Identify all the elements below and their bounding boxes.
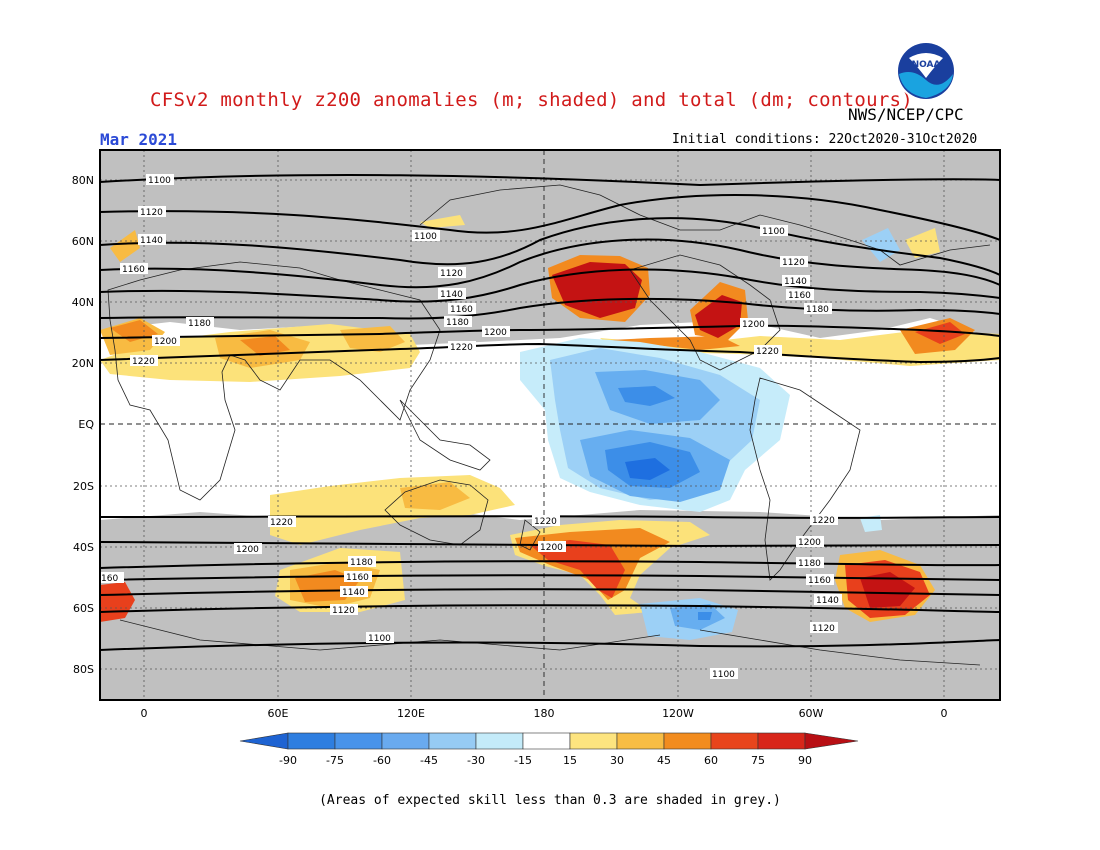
forecast-month: Mar 2021: [100, 130, 178, 149]
contour-label: 1140: [816, 596, 839, 606]
contour-label: 1140: [140, 236, 163, 246]
colorbar-label: 15: [563, 754, 577, 767]
contour-label: 1200: [484, 328, 507, 338]
lon-label: 120W: [662, 707, 694, 720]
contour-label: 1220: [534, 517, 557, 527]
contour-label: 1120: [140, 208, 163, 218]
lat-label: 20N: [72, 357, 94, 370]
colorbar-left-arrow: [239, 732, 289, 750]
contour-label: 1100: [414, 232, 437, 242]
contour-labels: 1100 1120 1140 1160 1180 1200 1220 1100 …: [100, 174, 842, 680]
cool-anomaly-areas: [520, 228, 900, 640]
colorbar-label: -90: [279, 754, 297, 767]
initial-conditions: Initial conditions: 22Oct2020-31Oct2020: [672, 132, 978, 147]
colorbar-segment: [428, 732, 477, 750]
contour-label: 1100: [712, 670, 735, 680]
colorbar-segment: [475, 732, 524, 750]
colorbar-label: -75: [326, 754, 344, 767]
chart-title: CFSv2 monthly z200 anomalies (m; shaded)…: [150, 89, 914, 111]
lat-label: 60S: [73, 602, 94, 615]
contour-label: 1200: [236, 545, 259, 555]
colorbar-segment: [287, 732, 336, 750]
colorbar-label: 90: [798, 754, 812, 767]
logo-text: NOAA: [912, 60, 941, 70]
colorbar-segment: [757, 732, 806, 750]
lat-label: 80N: [72, 174, 94, 187]
contour-label: 1160: [808, 576, 831, 586]
contour-label: 1120: [812, 624, 835, 634]
colorbar-segment: [522, 732, 571, 750]
contour-label: 1140: [440, 290, 463, 300]
contour-label: 1100: [368, 634, 391, 644]
contour-label: 1180: [798, 559, 821, 569]
colorbar-label: -30: [467, 754, 485, 767]
coastlines: [107, 184, 991, 666]
longitude-labels: 0 60E 120E 180 120W 60W 0: [141, 707, 948, 720]
lat-label: 60N: [72, 235, 94, 248]
contour-label: 1180: [806, 305, 829, 315]
contour-label: 1220: [450, 343, 473, 353]
colorbar-segment: [381, 732, 430, 750]
z200-anomaly-map: 1100 1120 1140 1160 1180 1200 1220 1100 …: [72, 149, 1001, 767]
contour-label: 160: [101, 574, 118, 584]
lat-label: 40S: [73, 541, 94, 554]
lon-label: 60E: [268, 707, 289, 720]
contour-label: 1160: [122, 265, 145, 275]
lon-label: 120E: [397, 707, 425, 720]
colorbar-right-arrow: [804, 732, 859, 750]
colorbar-label: 75: [751, 754, 765, 767]
contour-label: 1220: [812, 516, 835, 526]
colorbar-label: 45: [657, 754, 671, 767]
contour-label: 1180: [446, 318, 469, 328]
contour-label: 1100: [762, 227, 785, 237]
lat-label: EQ: [78, 418, 94, 431]
lat-label: 20S: [73, 480, 94, 493]
contour-label: 1180: [350, 558, 373, 568]
lat-label: 80S: [73, 663, 94, 676]
height-contours: [100, 173, 1000, 651]
colorbar-segment: [569, 732, 618, 750]
equator-dateline: [100, 150, 1000, 700]
colorbar-label: 60: [704, 754, 718, 767]
colorbar: -90 -75 -60 -45 -30 -15 15 30 45 60 75 9…: [239, 732, 859, 767]
colorbar-segment: [334, 732, 383, 750]
contour-label: 1160: [346, 573, 369, 583]
colorbar-segment: [616, 732, 665, 750]
lon-label: 0: [141, 707, 148, 720]
contour-label: 1200: [742, 320, 765, 330]
map-frame: [99, 149, 1001, 701]
contour-label: 1200: [798, 538, 821, 548]
contour-label: 1180: [188, 319, 211, 329]
contour-label: 1220: [132, 357, 155, 367]
lon-label: 60W: [799, 707, 824, 720]
contour-label: 1160: [788, 291, 811, 301]
colorbar-label: -45: [420, 754, 438, 767]
colorbar-segment: [663, 732, 712, 750]
lon-label: 180: [534, 707, 555, 720]
lon-label: 0: [941, 707, 948, 720]
agency-label: NWS/NCEP/CPC: [848, 105, 964, 124]
contour-label: 1200: [540, 543, 563, 553]
latitude-labels: 80N 60N 40N 20N EQ 20S 40S 60S 80S: [72, 174, 95, 676]
contour-label: 1120: [782, 258, 805, 268]
contour-label: 1120: [440, 269, 463, 279]
contour-label: 1160: [450, 305, 473, 315]
contour-label: 1220: [756, 347, 779, 357]
contour-label: 1200: [154, 337, 177, 347]
noaa-logo-icon: NOAA: [896, 41, 956, 101]
contour-label: 1120: [332, 606, 355, 616]
lat-label: 40N: [72, 296, 94, 309]
colorbar-label: 30: [610, 754, 624, 767]
skill-footnote: (Areas of expected skill less than 0.3 a…: [319, 793, 781, 808]
colorbar-label: -60: [373, 754, 391, 767]
contour-label: 1220: [270, 518, 293, 528]
contour-label: 1140: [342, 588, 365, 598]
contour-label: 1140: [784, 277, 807, 287]
contour-label: 1100: [148, 176, 171, 186]
colorbar-segment: [710, 732, 759, 750]
colorbar-label: -15: [514, 754, 532, 767]
